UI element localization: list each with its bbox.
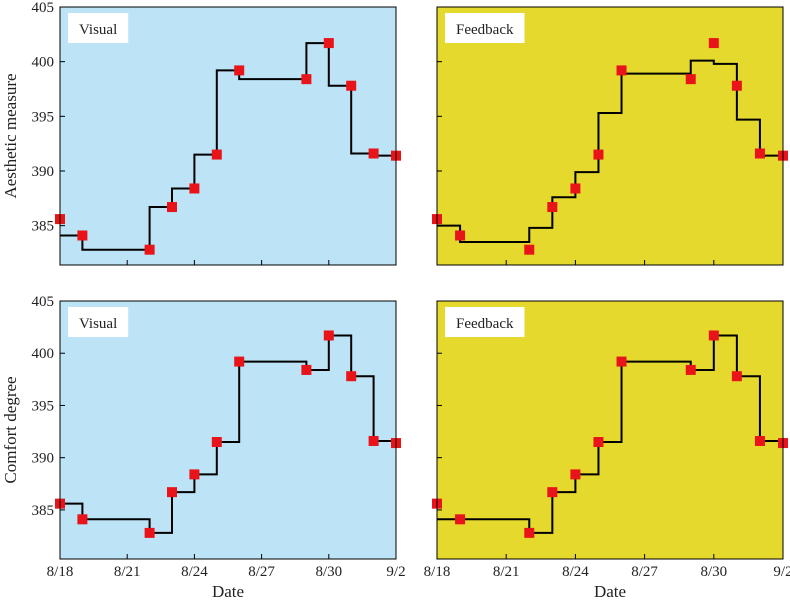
x-tick-label: 8/24 [181,564,208,580]
x-tick-label: 8/18 [424,564,451,580]
x-axis-label: Date [212,582,244,601]
panel-title: Visual [79,316,117,332]
marker [77,230,88,241]
x-tick-label: 8/27 [248,564,275,580]
marker [211,149,222,160]
marker [731,80,742,91]
marker [524,527,535,538]
panel-title: Visual [79,22,117,38]
marker [524,244,535,255]
x-tick-label: 8/21 [114,564,141,580]
marker [234,65,245,76]
marker [211,437,222,448]
y-tick-label: 390 [32,164,55,180]
y-tick-label: 385 [32,219,55,235]
marker [189,469,200,480]
y-tick-label: 395 [32,398,55,414]
marker [323,38,334,49]
marker [167,487,177,498]
marker [547,487,558,498]
marker [570,469,581,480]
plot-frame [436,6,784,266]
title-box [68,13,129,43]
marker [346,371,357,382]
y-tick-label: 385 [32,503,55,519]
title-box [445,13,525,43]
marker [167,202,177,213]
marker [455,514,466,525]
y-axis-label: Comfort degree [1,376,20,483]
plot-background [60,301,396,559]
marker [368,435,379,446]
marker [144,527,155,538]
y-tick-label: 405 [32,294,55,310]
marker [455,230,466,241]
y-tick-label: 390 [32,451,55,467]
y-tick-label: 400 [32,55,55,71]
marker [616,65,627,76]
marker [301,364,312,375]
marker [570,183,581,194]
plot-frame [59,6,397,266]
marker [323,330,334,341]
marker [593,437,604,448]
x-tick-label: 8/18 [47,564,74,580]
marker [346,80,357,91]
plot-background [437,301,783,559]
x-tick-label: 9/2 [773,564,790,580]
marker [616,356,627,367]
marker [144,244,155,255]
marker [234,356,245,367]
title-box [68,307,129,337]
plot-background [60,7,396,265]
x-tick-label: 9/2 [386,564,405,580]
y-axis-label: Aesthetic measure [1,73,20,198]
marker [708,38,719,49]
marker [77,514,88,525]
x-tick-label: 8/30 [700,564,727,580]
marker [685,364,696,375]
marker [547,202,558,213]
step-line [60,42,396,251]
x-tick-label: 8/30 [315,564,342,580]
panel-title: Feedback [456,22,514,38]
x-tick-label: 8/27 [631,564,658,580]
y-tick-label: 405 [32,0,55,16]
marker [189,183,200,194]
marker [754,435,765,446]
step-line [437,59,783,244]
marker [685,74,696,85]
marker [708,330,719,341]
y-tick-label: 400 [32,346,55,362]
x-tick-label: 8/24 [562,564,589,580]
marker [368,148,379,159]
marker [754,148,765,159]
step-line [437,334,784,534]
marker [301,74,312,85]
plot-frame [59,300,397,560]
plot-background [437,7,783,265]
panel-title: Feedback [456,316,514,332]
marker [731,371,742,382]
x-tick-label: 8/21 [493,564,520,580]
title-box [445,307,525,337]
marker [593,149,604,160]
x-axis-label: Date [594,582,626,601]
y-tick-label: 395 [32,109,55,125]
plot-frame [436,300,784,560]
